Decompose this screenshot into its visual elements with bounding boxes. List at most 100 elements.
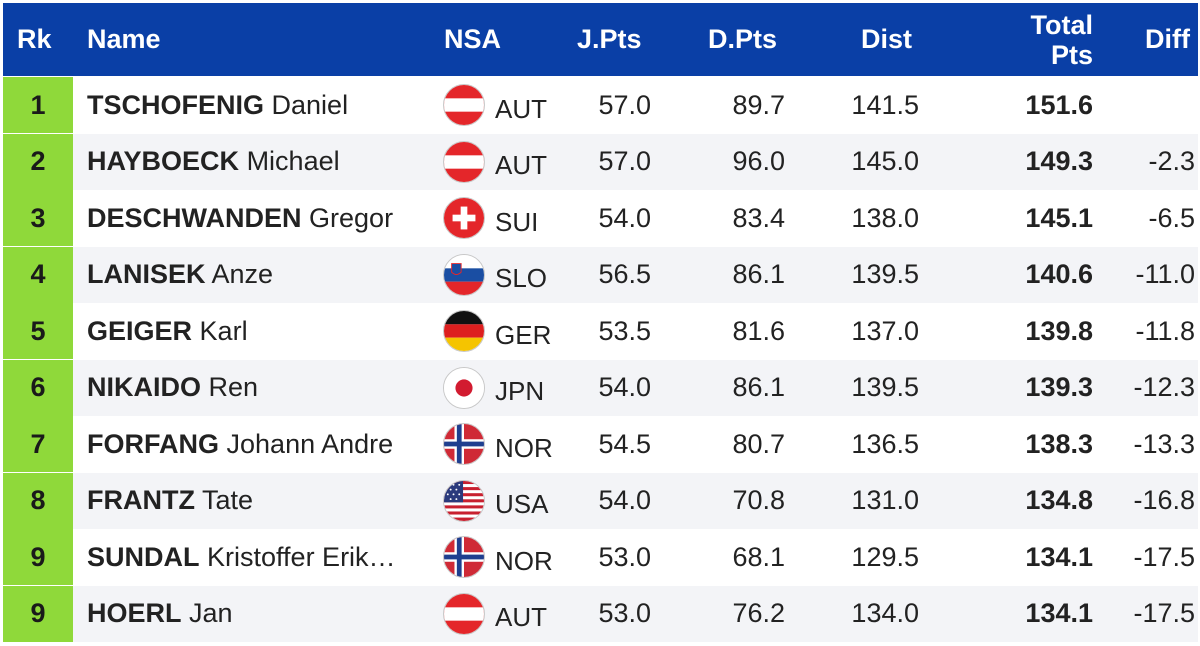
jump-points: 56.5: [598, 259, 651, 289]
athlete-first-name: Jan: [189, 598, 233, 628]
distance: 129.5: [851, 541, 919, 572]
table-row[interactable]: 8 FRANTZ Tate USA 54.0 70.8 131.0 134.8 -16.8: [3, 472, 1198, 529]
athlete-first-name: Karl: [199, 315, 248, 346]
distance-points: 86.1: [732, 259, 785, 289]
athlete-last-name: TSCHOFENIG: [87, 89, 265, 120]
distance-points: 96.0: [732, 146, 785, 176]
athlete-name[interactable]: TSCHOFENIG Daniel: [87, 77, 425, 133]
distance-points: 86.1: [732, 372, 785, 402]
athlete-last-name: GEIGER: [87, 315, 193, 346]
points-difference: -11.0: [1135, 259, 1195, 289]
table-row[interactable]: 2 HAYBOECK Michael AUT 57.0 96.0 145.0 149.3 -2…: [3, 133, 1198, 190]
flag-switzerland-icon: [443, 197, 485, 239]
total-points: 134.8: [1025, 485, 1093, 515]
total-points: 139.8: [1025, 315, 1093, 346]
points-difference: -16.8: [1133, 485, 1195, 515]
points-difference: [1103, 77, 1195, 133]
header-diff[interactable]: Diff: [1145, 24, 1190, 54]
athlete-first-name: Johann Andre: [226, 428, 394, 459]
distance: 137.0: [851, 315, 919, 346]
table-row[interactable]: 7 FORFANG Johann Andre NOR 54.5 80.7 136.5 138…: [3, 416, 1198, 472]
athlete-name[interactable]: NIKAIDO Ren: [87, 360, 425, 416]
jump-points: 54.0: [598, 485, 651, 515]
points-difference: -17.5: [1133, 598, 1195, 628]
header-jpts[interactable]: J.Pts: [577, 24, 642, 54]
header-name[interactable]: Name: [87, 24, 161, 54]
jump-points: 54.5: [598, 428, 651, 459]
athlete-last-name: FRANTZ: [87, 485, 195, 515]
nsa-code: NOR: [495, 432, 553, 463]
athlete-name[interactable]: HAYBOECK Michael: [87, 134, 425, 190]
flag-norway-icon: [443, 423, 485, 465]
nsa-code: USA: [495, 489, 549, 519]
rank-cell: 7: [3, 416, 73, 472]
jump-points: 53.5: [598, 315, 651, 346]
distance-points: 80.7: [732, 428, 785, 459]
header-rk[interactable]: Rk: [17, 24, 52, 54]
table-row[interactable]: 1 TSCHOFENIG Daniel AUT 57.0 89.7 141.5 151.6: [3, 77, 1198, 133]
table-row[interactable]: 3 DESCHWANDEN Gregor SUI 54.0 83.4 138.0 145.1…: [3, 190, 1198, 246]
jump-points: 54.0: [598, 202, 651, 233]
jump-points: 57.0: [598, 89, 651, 120]
distance: 141.5: [851, 89, 919, 120]
table-row[interactable]: 9 HOERL Jan AUT 53.0 76.2 134.0 134.1 -17.5: [3, 585, 1198, 642]
total-points: 149.3: [1025, 146, 1093, 176]
athlete-last-name: SUNDAL: [87, 541, 200, 572]
athlete-name[interactable]: HOERL Jan: [87, 586, 425, 642]
athlete-last-name: NIKAIDO: [87, 372, 201, 402]
header-total-pts[interactable]: Total Pts: [993, 3, 1094, 76]
rank-cell: 8: [3, 472, 73, 529]
flag-usa-icon: [443, 479, 485, 522]
total-points: 139.3: [1025, 372, 1093, 402]
points-difference: -2.3: [1148, 146, 1195, 176]
athlete-last-name: LANISEK: [87, 259, 206, 289]
nsa-code: SUI: [495, 206, 539, 237]
athlete-first-name: Tate: [202, 485, 254, 515]
athlete-name[interactable]: GEIGER Karl: [87, 303, 425, 359]
nsa-code: AUT: [495, 602, 547, 632]
points-difference: -12.3: [1133, 372, 1195, 402]
nsa-code: GER: [495, 319, 552, 350]
header-dist[interactable]: Dist: [861, 24, 913, 54]
athlete-first-name: Gregor: [309, 202, 394, 233]
total-points: 134.1: [1025, 598, 1093, 628]
header-dpts[interactable]: D.Pts: [708, 24, 778, 54]
header-nsa[interactable]: NSA: [444, 24, 502, 54]
header-total-line1: Total: [1030, 9, 1094, 40]
flag-slovenia-icon: [443, 253, 485, 296]
flag-austria-icon: [443, 592, 485, 635]
athlete-name[interactable]: FRANTZ Tate: [87, 473, 425, 529]
points-difference: -6.5: [1148, 202, 1195, 233]
table-row[interactable]: 4 LANISEK Anze SLO 56.5 86.1 139.5 140.6 -11.0: [3, 246, 1198, 303]
athlete-last-name: DESCHWANDEN: [87, 202, 302, 233]
distance-points: 89.7: [732, 89, 785, 120]
flag-austria-icon: [443, 84, 485, 126]
distance: 139.5: [851, 372, 919, 402]
total-points: 145.1: [1025, 202, 1093, 233]
nsa-code: AUT: [495, 150, 547, 180]
distance: 138.0: [851, 202, 919, 233]
distance-points: 76.2: [732, 598, 785, 628]
rank-cell: 9: [3, 585, 73, 642]
athlete-name[interactable]: DESCHWANDEN Gregor: [87, 190, 425, 246]
points-difference: -17.5: [1133, 541, 1195, 572]
athlete-name[interactable]: SUNDAL Kristoffer Erik…: [87, 529, 425, 585]
points-difference: -11.8: [1135, 315, 1195, 346]
table-row[interactable]: 9 SUNDAL Kristoffer Erik… NOR 53.0 68.1 129.5…: [3, 529, 1198, 585]
rank-cell: 5: [3, 303, 73, 359]
table-header: Rk Name NSA J.Pts D.Pts Dist Total Pts D…: [3, 3, 1198, 76]
distance: 136.5: [851, 428, 919, 459]
rank-cell: 9: [3, 529, 73, 585]
athlete-name[interactable]: LANISEK Anze: [87, 247, 425, 303]
nsa-code: AUT: [495, 93, 547, 124]
distance-points: 83.4: [732, 202, 785, 233]
distance-points: 68.1: [732, 541, 785, 572]
total-points: 134.1: [1025, 541, 1093, 572]
athlete-name[interactable]: FORFANG Johann Andre: [87, 416, 425, 472]
flag-japan-icon: [443, 366, 485, 409]
total-points: 138.3: [1025, 428, 1093, 459]
athlete-first-name: Daniel: [271, 89, 349, 120]
nsa-code: SLO: [495, 263, 548, 293]
table-row[interactable]: 5 GEIGER Karl GER 53.5 81.6 137.0 139.8 -11.8: [3, 303, 1198, 359]
table-row[interactable]: 6 NIKAIDO Ren JPN 54.0 86.1 139.5 139.3 -12.3: [3, 359, 1198, 416]
